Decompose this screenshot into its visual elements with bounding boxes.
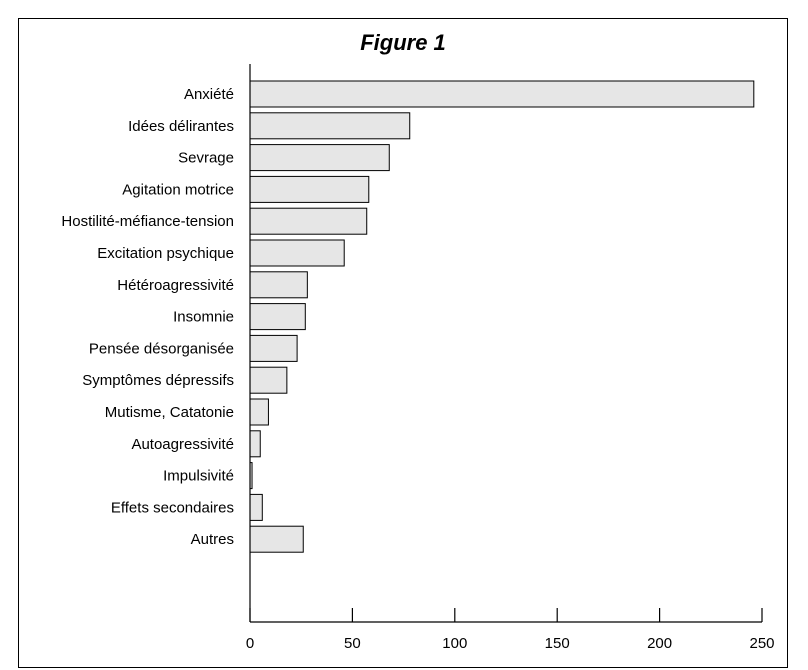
bar [249,239,345,267]
x-ticks: 0 50 100 150 200 250 [246,608,775,652]
bar [249,112,411,140]
x-tick-label: 200 [647,635,672,652]
bars-group [249,80,755,553]
category-label: Autres [191,531,234,548]
category-label: Insomnie [173,309,234,326]
axes [249,64,762,623]
category-label: Effets secondaires [111,499,234,516]
bar [249,366,288,394]
category-labels: Anxiété Idées délirantes Sevrage Agitation … [61,86,234,548]
x-tick-label: 0 [246,635,254,652]
bar [249,430,261,458]
x-tick-label: 250 [749,635,774,652]
category-label: Idées délirantes [128,118,234,135]
category-label: Impulsivité [163,468,234,485]
category-label: Agitation motrice [122,181,234,198]
bar [249,271,308,299]
bar [249,303,306,331]
category-label: Mutisme, Catatonie [105,404,234,421]
x-tick-label: 150 [545,635,570,652]
category-label: Symptômes dépressifs [82,372,234,389]
bar [249,144,390,172]
category-label: Sevrage [178,150,234,167]
category-label: Hétéroagressivité [117,277,234,294]
category-label: Autoagressivité [131,436,234,453]
bar [249,334,298,362]
x-tick-label: 50 [344,635,361,652]
chart-title: Figure 1 [360,30,446,55]
bar [249,525,304,553]
x-tick-label: 100 [442,635,467,652]
bar [249,398,269,426]
category-label: Pensée désorganisée [89,340,234,357]
bar [249,493,263,521]
bar [249,207,368,235]
category-label: Anxiété [184,86,234,103]
bar [249,175,370,203]
category-label: Hostilité-méfiance-tension [61,213,234,230]
category-label: Excitation psychique [97,245,234,262]
bar [249,80,755,108]
